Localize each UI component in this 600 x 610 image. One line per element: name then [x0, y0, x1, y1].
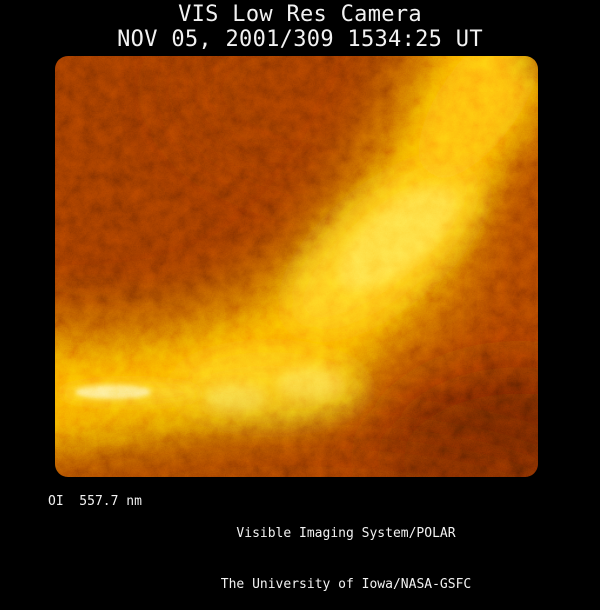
vis-polar-quicklook-page: { "header": { "instrument_title": "VIS L… — [48, 2, 538, 592]
aurora-scene — [55, 56, 538, 477]
credit-line-1: Visible Imaging System/POLAR — [236, 526, 456, 541]
wavelength-label: OI 557.7 nm — [48, 494, 142, 509]
aurora-camera-image — [55, 56, 538, 477]
image-noise-fine — [55, 56, 538, 477]
instrument-title: VIS Low Res Camera — [178, 2, 422, 27]
image-timestamp: NOV 05, 2001/309 1534:25 UT — [117, 27, 483, 52]
credit-line-2: The University of Iowa/NASA-GSFC — [220, 577, 472, 592]
credit-block: Visible Imaging System/POLAR The Univers… — [221, 491, 471, 610]
